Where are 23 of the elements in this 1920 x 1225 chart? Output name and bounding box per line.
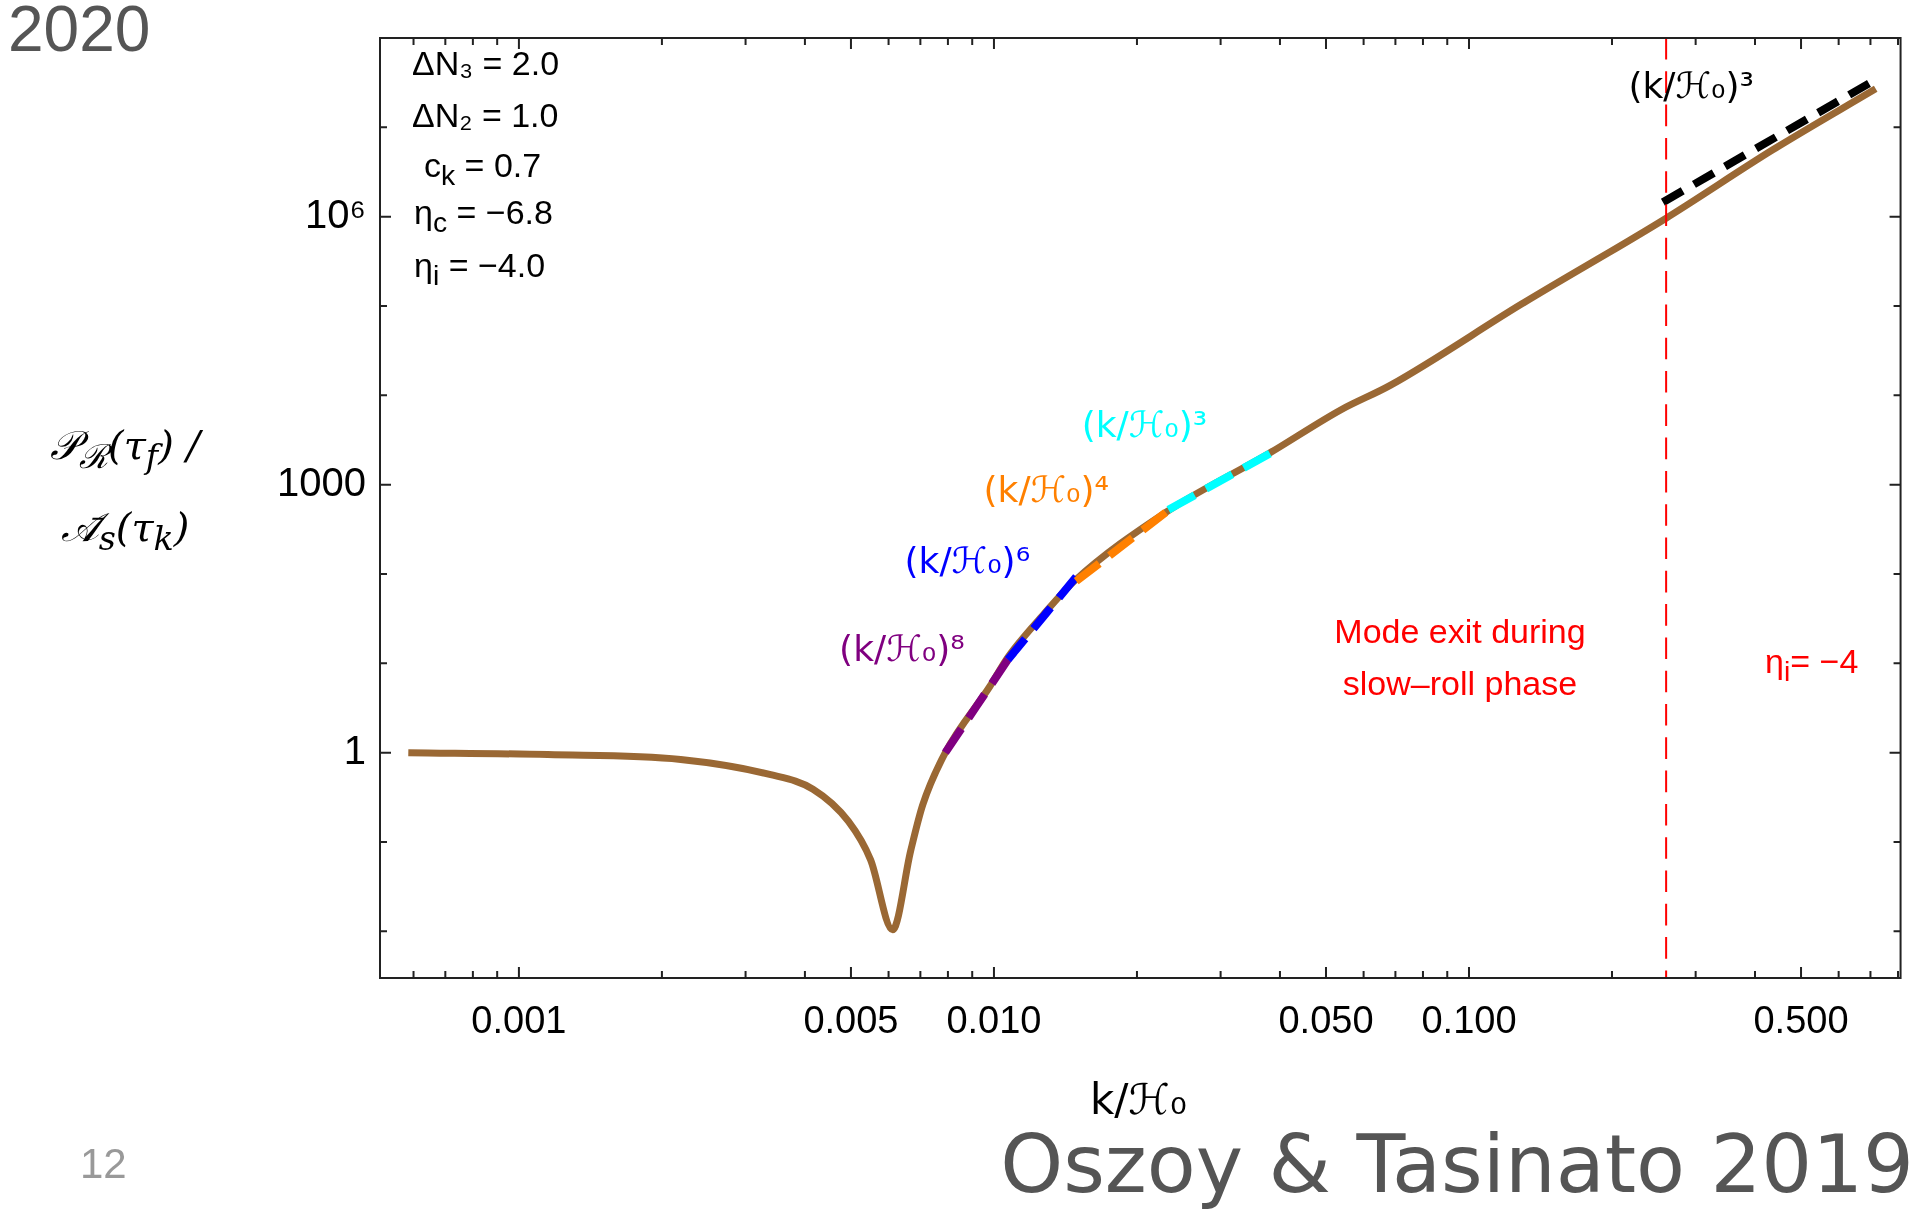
series-label: (k/ℋ₀)³: [1628, 64, 1754, 106]
annotation: η$_{i}$= −4: [1765, 642, 1859, 688]
annotation: ΔN₂ = 1.0: [412, 96, 559, 135]
series-label: (k/ℋ₀)⁴: [983, 468, 1110, 510]
series-label: (k/ℋ₀)⁸: [839, 628, 965, 670]
x-tick-label: 0.050: [1278, 999, 1374, 1042]
annotation: Mode exit during slow–roll phase: [1333, 611, 1587, 704]
text: 12: [80, 1140, 127, 1188]
x-tick-label: 0.010: [946, 999, 1042, 1042]
x-tick-label: 0.001: [471, 999, 567, 1042]
y-tick-label: 1000: [277, 459, 366, 504]
text: 2020: [8, 0, 151, 66]
x-tick-label: 0.100: [1421, 999, 1517, 1042]
annotation: ΔN₃ = 2.0: [412, 44, 560, 83]
series-label: (k/ℋ₀)⁶: [904, 540, 1031, 582]
y-tick-label: 1: [343, 727, 366, 772]
annotation: η$_{c}$ = −6.8: [414, 193, 553, 239]
x-tick-label: 0.500: [1753, 999, 1849, 1042]
x-tick-label: 0.005: [803, 999, 899, 1042]
annotation: η$_{i}$ = −4.0: [414, 246, 546, 292]
series-label: (k/ℋ₀)³: [1081, 403, 1208, 445]
annotation: c$_{k}$ = 0.7: [424, 146, 542, 192]
y-tick-label: 10⁶: [305, 191, 366, 236]
